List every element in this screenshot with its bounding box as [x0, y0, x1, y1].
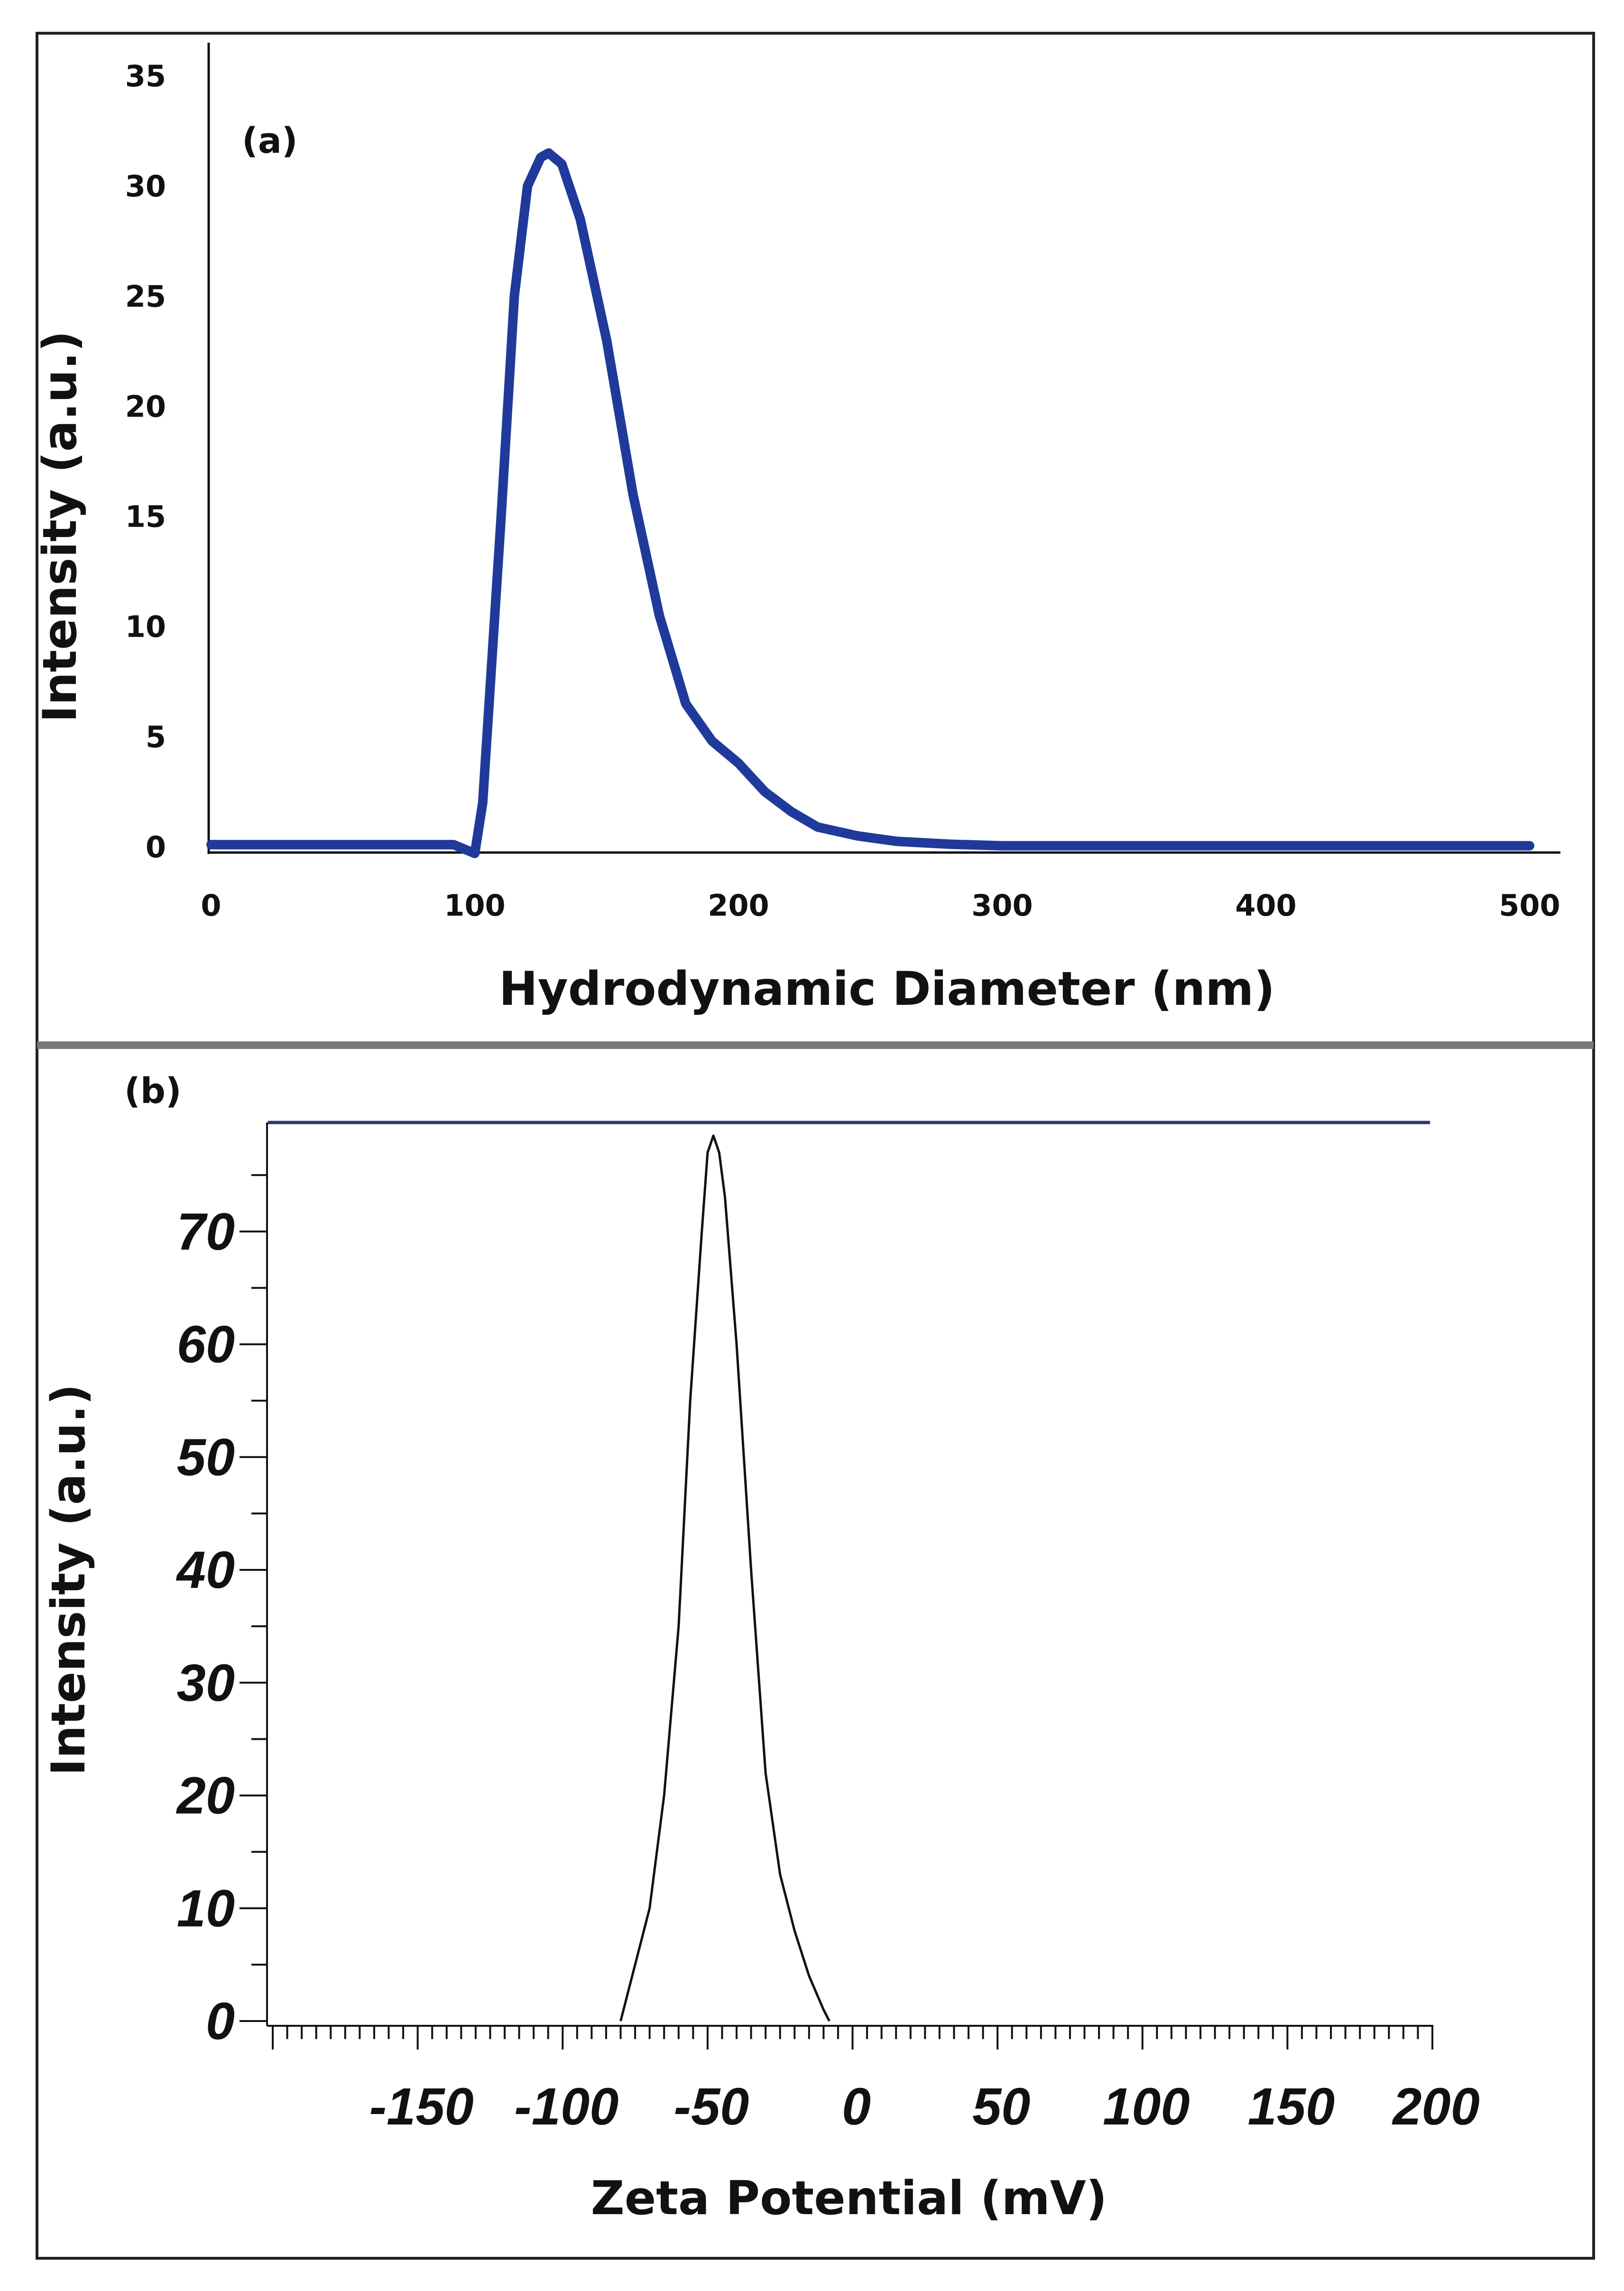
panel-b-y-tick-label: 50 [177, 1428, 235, 1486]
panel-b-x-tick-label: -100 [514, 2078, 618, 2136]
panel-b-x-tick-label: -50 [674, 2078, 749, 2136]
panel-b-x-tick-label: 50 [972, 2078, 1030, 2136]
panel-b-y-tick-label: 40 [176, 1541, 235, 1599]
panel-b-x-tick-label: 200 [1392, 2078, 1480, 2136]
panel-a-y-tick-label: 30 [125, 169, 166, 204]
panel-b-y-tick-label: 30 [177, 1654, 235, 1712]
panel-b-y-tick-label: 20 [176, 1767, 235, 1825]
panel-a-y-tick-label: 10 [125, 610, 166, 644]
panel-a-series-line [206, 148, 1534, 858]
panel-divider [37, 1041, 1594, 1049]
panel-a-tag: (a) [242, 121, 298, 161]
panel-b-x-ticks: -150 -100 -50 0 50 100 150 200 [272, 2027, 1480, 2136]
panel-b-x-tick-label: -150 [369, 2078, 474, 2136]
panel-a: (a) 0 5 10 15 20 25 30 35 0 100 200 300 400 500 Hydr… [33, 43, 1560, 1016]
panel-a-y-tick-label: 20 [125, 389, 166, 424]
panel-b-y-tick-label: 60 [177, 1316, 235, 1374]
panel-a-y-tick-label: 35 [125, 59, 166, 93]
panel-b-y-tick-label: 0 [206, 1992, 235, 2050]
panel-a-y-tick-label: 25 [125, 279, 166, 314]
panel-a-y-label: Intensity (a.u.) [33, 331, 87, 723]
panel-b-x-tick-label: 0 [842, 2078, 871, 2136]
panel-a-x-label: Hydrodynamic Diameter (nm) [499, 962, 1275, 1016]
panel-b-y-tick-label: 70 [177, 1203, 235, 1261]
panel-b-y-ticks: 0 10 20 30 40 50 60 70 [176, 1174, 267, 2050]
panel-b-x-tick-label: 150 [1248, 2078, 1335, 2136]
panel-a-x-tick-label: 200 [708, 888, 769, 923]
panel-a-x-tick-label: 0 [201, 888, 221, 923]
panel-a-x-tick-label: 400 [1235, 888, 1296, 923]
panel-a-y-tick-label: 0 [146, 830, 166, 864]
panel-a-x-ticks: 0 100 200 300 400 500 [201, 888, 1560, 923]
panel-b: (b) 0 10 20 30 40 50 60 70 -150 -100 -50 0 50 100 150… [42, 1071, 1480, 2226]
panel-a-y-tick-label: 5 [146, 720, 166, 754]
panel-a-x-tick-label: 500 [1499, 888, 1560, 923]
panel-b-x-tick-label: 100 [1103, 2078, 1190, 2136]
panel-b-tag: (b) [124, 1071, 182, 1112]
panel-b-series-line [619, 1134, 830, 2022]
panel-a-y-ticks: 0 5 10 15 20 25 30 35 [125, 59, 166, 864]
panel-b-y-label: Intensity (a.u.) [42, 1384, 96, 1776]
panel-a-y-tick-label: 15 [125, 500, 166, 534]
panel-a-x-tick-label: 300 [971, 888, 1033, 923]
outer-frame [36, 32, 1595, 2260]
panel-b-x-label: Zeta Potential (mV) [591, 2171, 1107, 2226]
panel-b-y-tick-label: 10 [177, 1879, 235, 1938]
panel-a-x-tick-label: 100 [444, 888, 505, 923]
